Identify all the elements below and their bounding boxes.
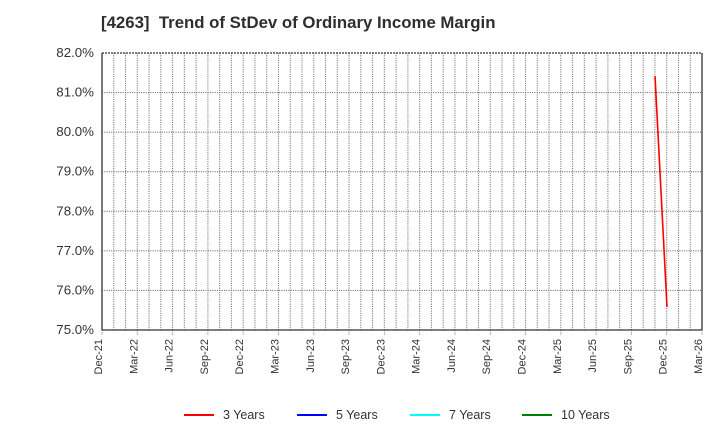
svg-text:77.0%: 77.0%	[56, 243, 94, 258]
svg-text:Dec-22: Dec-22	[234, 339, 246, 374]
svg-text:Sep-24: Sep-24	[481, 339, 493, 374]
svg-text:Dec-25: Dec-25	[658, 339, 670, 374]
svg-text:79.0%: 79.0%	[56, 164, 94, 179]
svg-text:Jun-24: Jun-24	[446, 339, 458, 373]
svg-text:7 Years: 7 Years	[449, 408, 491, 422]
svg-text:Jun-23: Jun-23	[305, 339, 317, 373]
svg-text:Mar-24: Mar-24	[411, 339, 423, 374]
svg-text:Dec-23: Dec-23	[375, 339, 387, 374]
svg-text:Sep-25: Sep-25	[622, 339, 634, 374]
svg-text:3 Years: 3 Years	[223, 408, 265, 422]
svg-text:76.0%: 76.0%	[56, 282, 94, 297]
svg-text:80.0%: 80.0%	[56, 124, 94, 139]
svg-text:82.0%: 82.0%	[56, 45, 94, 60]
svg-text:Jun-22: Jun-22	[164, 339, 176, 373]
svg-text:10 Years: 10 Years	[561, 408, 610, 422]
svg-text:Sep-22: Sep-22	[199, 339, 211, 374]
svg-text:Mar-26: Mar-26	[693, 339, 705, 374]
svg-text:78.0%: 78.0%	[56, 203, 94, 218]
svg-text:Dec-24: Dec-24	[517, 339, 529, 374]
svg-text:Jun-25: Jun-25	[587, 339, 599, 373]
svg-text:Mar-22: Mar-22	[128, 339, 140, 374]
svg-text:75.0%: 75.0%	[56, 322, 94, 337]
svg-text:5 Years: 5 Years	[336, 408, 378, 422]
svg-text:Sep-23: Sep-23	[340, 339, 352, 374]
svg-text:Mar-23: Mar-23	[269, 339, 281, 374]
svg-text:Dec-21: Dec-21	[93, 339, 105, 374]
svg-text:Mar-25: Mar-25	[552, 339, 564, 374]
svg-text:81.0%: 81.0%	[56, 85, 94, 100]
